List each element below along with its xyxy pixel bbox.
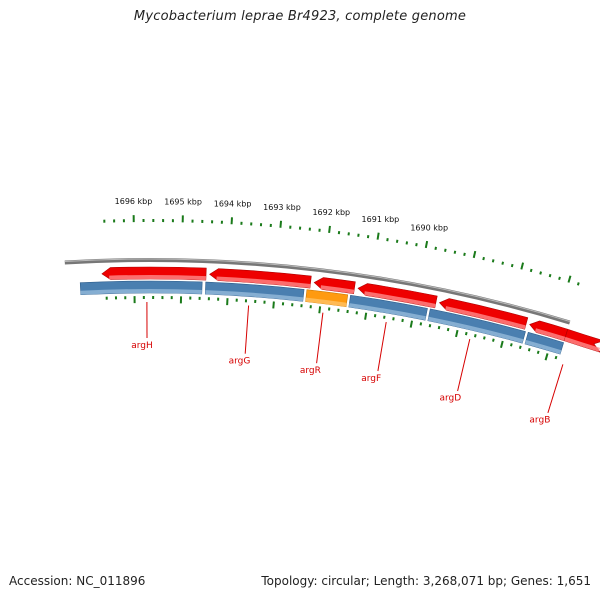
- inner-minor-tick: [437, 325, 441, 330]
- forward-gene-shade: [109, 275, 206, 281]
- major-tick: [472, 250, 477, 259]
- gene-leader-line: [547, 364, 564, 414]
- minor-tick: [444, 248, 447, 252]
- minor-tick: [405, 241, 409, 245]
- minor-tick: [539, 271, 543, 275]
- gene-labels: argH argG argR argF argD argB: [131, 301, 564, 426]
- inner-major-tick: [272, 301, 275, 309]
- gene-label-argH[interactable]: argH: [131, 341, 153, 351]
- major-tick: [520, 262, 525, 270]
- inner-minor-tick: [428, 324, 432, 328]
- major-tick: [279, 220, 283, 228]
- genome-backbone: [64, 258, 571, 325]
- backbone-highlight: [64, 258, 571, 323]
- kbp-label: 1695 kbp: [164, 197, 202, 206]
- kbp-label: 1691 kbp: [362, 215, 400, 224]
- gene-leader-line: [457, 338, 471, 392]
- minor-tick: [501, 261, 505, 265]
- inner-major-tick: [409, 320, 413, 328]
- inner-major-tick: [364, 312, 368, 320]
- forward-gene-shade: [320, 285, 355, 294]
- gene-label-argF[interactable]: argF: [361, 374, 381, 384]
- inner-major-tick: [318, 306, 322, 314]
- minor-tick: [510, 263, 514, 268]
- minor-tick: [482, 256, 485, 261]
- inner-major-tick: [455, 329, 459, 338]
- gene-shade: [427, 316, 524, 344]
- minor-tick: [395, 239, 399, 243]
- inner-tick-ring: [105, 295, 558, 361]
- forward-gene-shade: [564, 336, 600, 352]
- inner-minor-tick: [554, 355, 558, 360]
- gene-shade: [525, 340, 562, 355]
- inner-minor-tick: [483, 336, 486, 340]
- genome-summary-text: Topology: circular; Length: 3,268,071 bp…: [261, 574, 591, 588]
- outer-tick-ring: 1696 kbp 1695 kbp 1694 kbp 1693 kbp 1692 kbp…: [103, 197, 580, 286]
- minor-tick: [529, 268, 533, 273]
- reverse-strand-features: [79, 280, 565, 355]
- forward-gene-shade: [534, 328, 566, 341]
- inner-minor-tick: [401, 318, 404, 323]
- gene-label-argG[interactable]: argG: [229, 357, 251, 367]
- minor-tick: [463, 252, 466, 256]
- gene-shade: [348, 303, 426, 321]
- backbone-arc: [64, 258, 571, 325]
- inner-minor-tick: [518, 345, 522, 349]
- gene-leader-line: [316, 312, 324, 364]
- major-tick: [376, 232, 380, 240]
- inner-minor-tick: [419, 322, 423, 326]
- minor-tick: [548, 273, 552, 278]
- minor-tick: [453, 250, 457, 254]
- gene-label-argR[interactable]: argR: [300, 366, 321, 376]
- major-tick: [424, 240, 429, 249]
- gene-label-argD[interactable]: argD: [439, 394, 461, 404]
- forward-strand-features: [101, 266, 600, 353]
- gene-leader-line: [377, 322, 387, 372]
- inner-minor-tick: [446, 327, 450, 332]
- gene-leader-line: [244, 305, 250, 354]
- genome-title: Mycobacterium leprae Br4923, complete ge…: [133, 9, 467, 24]
- inner-major-tick: [500, 340, 504, 349]
- kbp-label: 1692 kbp: [312, 208, 350, 217]
- inner-minor-tick: [473, 334, 477, 338]
- gene-shade: [205, 290, 304, 302]
- inner-minor-tick: [509, 343, 513, 347]
- kbp-label: 1693 kbp: [263, 203, 301, 212]
- gene-label-argB[interactable]: argB: [529, 416, 550, 426]
- forward-gene-shade: [216, 276, 311, 289]
- forward-gene-shade: [364, 291, 436, 308]
- inner-minor-tick: [464, 331, 468, 336]
- major-tick: [567, 275, 572, 283]
- minor-tick: [558, 276, 561, 281]
- accession-text: Accession: NC_011896: [9, 574, 146, 588]
- minor-tick: [576, 282, 580, 286]
- kbp-label: 1694 kbp: [214, 199, 252, 208]
- minor-tick: [491, 259, 495, 263]
- kbp-label: 1690 kbp: [410, 223, 448, 232]
- inner-minor-tick: [492, 338, 495, 342]
- kbp-label: 1696 kbp: [115, 197, 153, 206]
- minor-tick: [434, 246, 437, 251]
- inner-minor-tick: [383, 315, 386, 319]
- minor-tick: [415, 243, 418, 247]
- gene-shade: [80, 289, 202, 295]
- gene-shade: [305, 297, 347, 307]
- inner-major-tick: [544, 353, 549, 361]
- inner-minor-tick: [392, 317, 395, 321]
- inner-minor-tick: [527, 348, 531, 352]
- forward-gene-shade: [445, 306, 526, 330]
- major-tick: [328, 225, 331, 234]
- inner-minor-tick: [536, 350, 540, 355]
